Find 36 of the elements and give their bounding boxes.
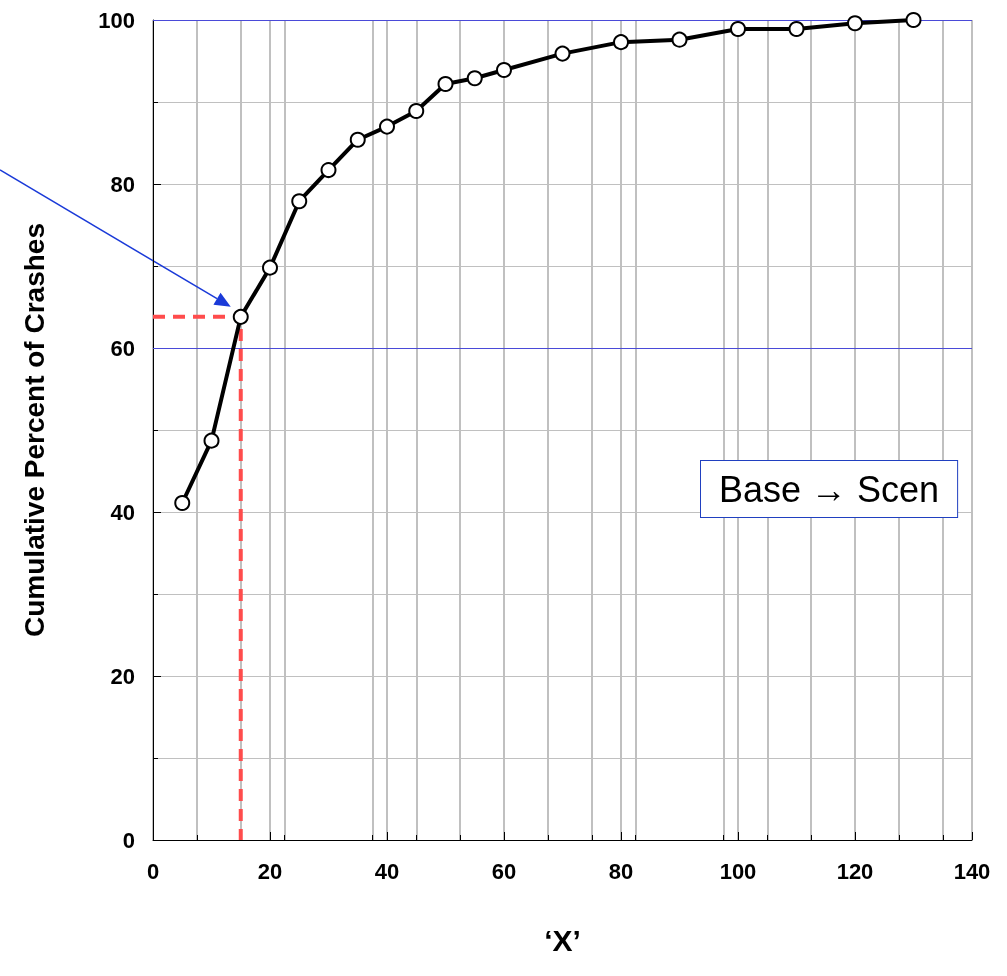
point [174,494,191,511]
y-tick-label: 0 [122,827,135,853]
x-tick-label: 120 [836,858,874,884]
point [349,131,366,148]
point [730,21,746,38]
x-tick-label: 40 [374,858,400,884]
x-tick-label: 20 [257,858,283,884]
point [408,103,425,120]
y-axis-title: Cumulative Percent of Crashes [18,223,50,637]
point [788,21,805,38]
y-tick-label: 100 [98,7,135,33]
y-tick-label: 40 [110,499,135,525]
x-tick-label: 140 [953,858,991,884]
point [203,432,220,449]
point [466,70,483,87]
point [905,12,922,28]
annotation: Base → Scen [719,468,940,510]
point [262,259,278,276]
x-tick-label: 0 [146,858,160,884]
x-tick-label: 80 [608,858,634,884]
point [232,308,249,325]
y-tick-label: 80 [110,171,135,197]
point [554,45,571,62]
point [437,75,454,92]
y-tick-label: 20 [110,663,135,689]
x-axis-title: ‘X’ [544,923,581,957]
point [671,31,688,48]
point [291,193,308,210]
y-tick-label: 60 [110,335,135,361]
point [379,118,395,135]
point [496,62,512,79]
x-tick-label: 60 [491,858,517,884]
point [847,15,863,32]
point [613,34,629,51]
x-tick-label: 100 [719,858,757,884]
point [320,162,337,179]
